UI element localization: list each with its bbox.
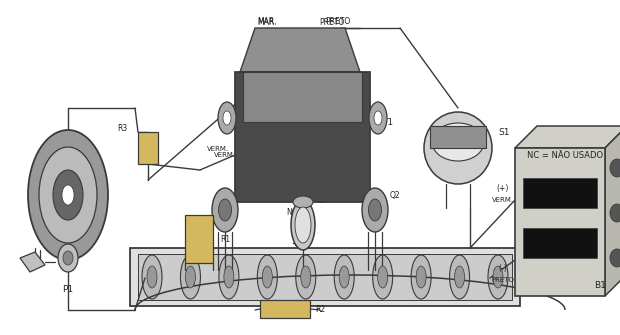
Bar [523,178,597,208]
Text: R1: R1 [220,234,230,244]
Ellipse shape [257,255,277,299]
Ellipse shape [374,111,382,125]
Text: Q2: Q2 [390,191,401,200]
Ellipse shape [218,199,231,221]
Ellipse shape [368,199,381,221]
Text: PRETO: PRETO [319,17,345,26]
Ellipse shape [424,112,492,184]
Bar [138,254,512,300]
Ellipse shape [373,255,392,299]
Ellipse shape [432,123,484,161]
Ellipse shape [58,244,78,272]
Text: MAR.: MAR. [257,16,277,25]
Polygon shape [515,126,620,148]
Text: NC: NC [298,203,309,212]
Text: C1: C1 [316,196,326,204]
Ellipse shape [362,188,388,232]
Ellipse shape [223,111,231,125]
Ellipse shape [293,196,313,208]
Text: +: + [291,239,298,248]
Bar [185,215,213,263]
Ellipse shape [493,266,503,288]
Ellipse shape [180,255,200,299]
Text: S1: S1 [498,128,510,136]
Ellipse shape [339,266,349,288]
Ellipse shape [334,255,354,299]
Ellipse shape [369,102,387,134]
Ellipse shape [488,255,508,299]
Polygon shape [20,252,45,272]
Ellipse shape [296,255,316,299]
Ellipse shape [610,159,620,177]
Text: VERM.: VERM. [214,152,236,158]
Polygon shape [605,126,620,296]
Ellipse shape [142,255,162,299]
Bar [243,72,362,122]
Ellipse shape [147,266,157,288]
Ellipse shape [416,266,426,288]
Text: PRETO: PRETO [326,16,351,25]
Bar [130,248,520,306]
Ellipse shape [219,255,239,299]
Text: (-): (-) [498,264,507,272]
Text: (+): (+) [497,184,509,193]
Bar [430,126,486,148]
Ellipse shape [610,204,620,222]
Text: VERM.: VERM. [492,197,514,203]
Ellipse shape [610,249,620,267]
Ellipse shape [301,266,311,288]
Text: PRETO: PRETO [492,277,515,283]
Text: NC = NÃO USADO: NC = NÃO USADO [527,150,603,159]
Ellipse shape [291,200,315,250]
Ellipse shape [378,266,388,288]
Ellipse shape [53,170,83,220]
Text: NC: NC [286,207,298,216]
Ellipse shape [218,102,236,134]
Ellipse shape [28,130,108,260]
Ellipse shape [411,255,431,299]
Ellipse shape [454,266,464,288]
Text: R2: R2 [315,305,325,314]
Ellipse shape [295,207,311,243]
Ellipse shape [450,255,469,299]
Ellipse shape [39,147,97,243]
Ellipse shape [63,251,73,265]
Text: T1: T1 [383,118,394,127]
Bar [523,228,597,258]
Ellipse shape [212,188,238,232]
Text: MAR.: MAR. [257,17,277,26]
Text: R3: R3 [117,124,127,133]
Bar [138,132,158,164]
Ellipse shape [262,266,272,288]
Ellipse shape [224,266,234,288]
Text: B1: B1 [594,281,606,290]
Text: VERM.: VERM. [207,146,229,152]
Polygon shape [240,28,360,72]
Text: Q1: Q1 [240,191,250,200]
Bar [515,148,605,296]
Ellipse shape [185,266,195,288]
Bar [260,300,310,318]
Text: P1: P1 [63,285,74,294]
Ellipse shape [62,185,74,205]
Bar [235,72,370,202]
